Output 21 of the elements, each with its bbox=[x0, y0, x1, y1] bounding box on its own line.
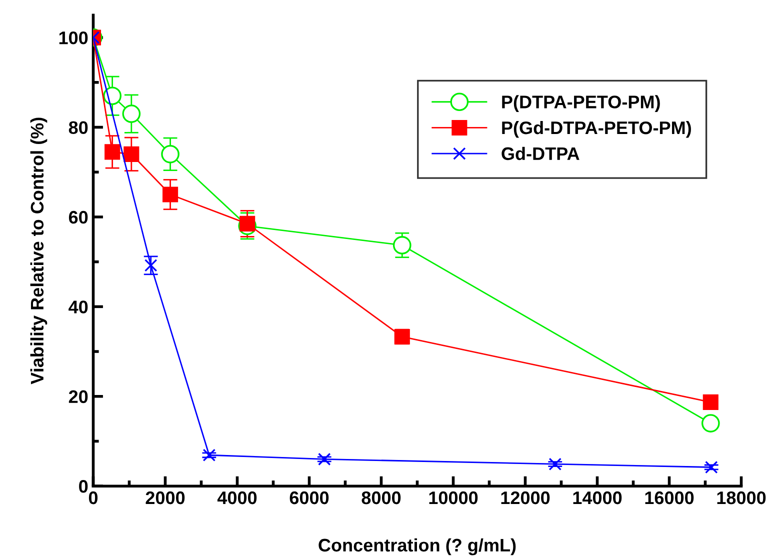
x-tick-label: 10000 bbox=[429, 491, 478, 504]
x-tick-label: 2000 bbox=[146, 491, 185, 504]
y-tick-label: 60 bbox=[68, 210, 88, 224]
legend-label: P(DTPA-PETO-PM) bbox=[502, 95, 660, 112]
x-tick-label: 14000 bbox=[573, 491, 622, 504]
legend-label: P(Gd-DTPA-PETO-PM) bbox=[502, 120, 691, 138]
y-tick-label: 80 bbox=[68, 121, 88, 134]
x-axis-title: Concentration (? g/mL) bbox=[318, 538, 516, 556]
y-tick-label: 0 bbox=[79, 480, 88, 493]
x-tick-label: 12000 bbox=[501, 491, 550, 504]
x-tick-label: 4000 bbox=[217, 491, 257, 504]
x-tick-label: 8000 bbox=[362, 491, 401, 504]
y-tick-label: 40 bbox=[68, 300, 88, 314]
x-tick-label: 0 bbox=[88, 491, 98, 504]
y-tick-label: 20 bbox=[68, 390, 88, 404]
x-tick-label: 18000 bbox=[717, 491, 766, 504]
x-tick-label: 16000 bbox=[645, 491, 694, 504]
x-tick-label: 6000 bbox=[290, 491, 329, 504]
y-tick-label: 100 bbox=[59, 31, 88, 44]
legend-label: Gd-DTPA bbox=[502, 146, 580, 160]
y-axis-title: Viability Relative to Control (%) bbox=[30, 118, 48, 384]
